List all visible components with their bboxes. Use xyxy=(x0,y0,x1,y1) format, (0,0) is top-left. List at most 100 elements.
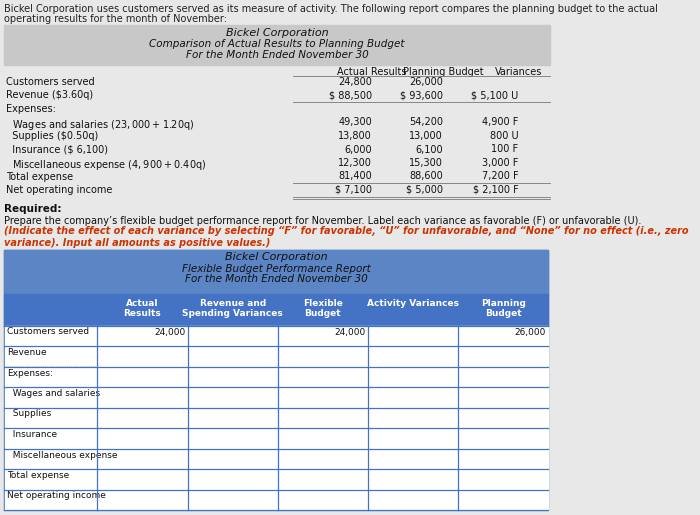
Text: 24,000: 24,000 xyxy=(335,328,365,336)
Bar xyxy=(5,470,97,489)
Text: Budget: Budget xyxy=(304,310,341,318)
Bar xyxy=(5,347,97,366)
Bar xyxy=(98,449,187,469)
Text: 4,900 F: 4,900 F xyxy=(482,117,519,128)
Bar xyxy=(5,326,97,346)
Text: 13,000: 13,000 xyxy=(410,131,443,141)
Bar xyxy=(458,490,548,509)
Bar xyxy=(278,470,368,489)
Text: Expenses:: Expenses: xyxy=(6,104,56,114)
Text: Revenue: Revenue xyxy=(7,348,47,357)
Text: Net operating income: Net operating income xyxy=(7,491,106,501)
Bar xyxy=(5,490,97,509)
Text: 26,000: 26,000 xyxy=(514,328,546,336)
Text: 6,100: 6,100 xyxy=(416,145,443,154)
Bar xyxy=(188,347,277,366)
Bar xyxy=(98,326,187,346)
Text: Prepare the company’s flexible budget performance report for November. Label eac: Prepare the company’s flexible budget pe… xyxy=(4,215,641,226)
Text: 800 U: 800 U xyxy=(490,131,519,141)
Bar xyxy=(458,470,548,489)
Bar xyxy=(278,387,368,407)
Bar xyxy=(4,294,549,325)
Text: Wages and salaries ($23,000 + $1.20q): Wages and salaries ($23,000 + $1.20q) xyxy=(6,117,195,131)
Bar xyxy=(188,428,277,448)
Text: 88,600: 88,600 xyxy=(410,171,443,181)
Bar xyxy=(368,449,458,469)
Text: Revenue and: Revenue and xyxy=(199,299,266,307)
Bar xyxy=(458,367,548,386)
Text: Required:: Required: xyxy=(4,203,62,214)
Bar xyxy=(278,326,368,346)
Text: Flexible Budget Performance Report: Flexible Budget Performance Report xyxy=(182,264,370,273)
Text: Flexible: Flexible xyxy=(303,299,343,307)
Bar xyxy=(368,490,458,509)
Text: 15,300: 15,300 xyxy=(410,158,443,168)
Text: variance). Input all amounts as positive values.): variance). Input all amounts as positive… xyxy=(4,237,270,248)
Bar xyxy=(278,449,368,469)
Text: Bickel Corporation: Bickel Corporation xyxy=(225,28,328,38)
Bar xyxy=(368,367,458,386)
Bar xyxy=(5,387,97,407)
Text: Revenue ($3.60q): Revenue ($3.60q) xyxy=(6,91,94,100)
Text: Supplies ($0.50q): Supplies ($0.50q) xyxy=(6,131,99,141)
Text: Actual Results: Actual Results xyxy=(337,67,407,77)
Text: $ 2,100 F: $ 2,100 F xyxy=(473,185,519,195)
Bar xyxy=(458,326,548,346)
Text: Total expense: Total expense xyxy=(7,471,69,480)
Text: Results: Results xyxy=(124,310,161,318)
Text: $ 7,100: $ 7,100 xyxy=(335,185,372,195)
Text: Expenses:: Expenses: xyxy=(7,369,53,377)
Bar xyxy=(188,367,277,386)
Text: Total expense: Total expense xyxy=(6,171,74,181)
Bar xyxy=(98,490,187,509)
Text: Insurance: Insurance xyxy=(7,430,57,439)
Text: Customers served: Customers served xyxy=(6,77,95,87)
Bar xyxy=(188,408,277,427)
Bar xyxy=(278,347,368,366)
Bar xyxy=(5,367,97,386)
Text: $ 88,500: $ 88,500 xyxy=(329,91,372,100)
Bar xyxy=(458,428,548,448)
Bar xyxy=(98,428,187,448)
Bar xyxy=(458,408,548,427)
Text: 12,300: 12,300 xyxy=(338,158,372,168)
Text: Insurance ($ 6,100): Insurance ($ 6,100) xyxy=(6,145,108,154)
Text: 54,200: 54,200 xyxy=(410,117,443,128)
Text: 100 F: 100 F xyxy=(491,145,519,154)
Bar xyxy=(458,387,548,407)
Text: 13,800: 13,800 xyxy=(338,131,372,141)
Bar xyxy=(188,326,277,346)
Bar xyxy=(188,490,277,509)
Bar xyxy=(98,387,187,407)
Text: Activity Variances: Activity Variances xyxy=(367,299,459,307)
Text: Spending Variances: Spending Variances xyxy=(182,310,283,318)
Text: Actual: Actual xyxy=(126,299,159,307)
Text: 26,000: 26,000 xyxy=(410,77,443,87)
Text: 3,000 F: 3,000 F xyxy=(482,158,519,168)
Text: 81,400: 81,400 xyxy=(338,171,372,181)
Text: 49,300: 49,300 xyxy=(338,117,372,128)
Bar xyxy=(98,408,187,427)
Text: Bickel Corporation uses customers served as its measure of activity. The followi: Bickel Corporation uses customers served… xyxy=(4,4,658,14)
Text: 6,000: 6,000 xyxy=(344,145,372,154)
Bar xyxy=(368,470,458,489)
Bar xyxy=(5,449,97,469)
Text: Wages and salaries: Wages and salaries xyxy=(7,389,100,398)
Text: Miscellaneous expense: Miscellaneous expense xyxy=(7,451,118,459)
Bar xyxy=(188,387,277,407)
Bar xyxy=(278,408,368,427)
Text: Miscellaneous expense ($4,900 + $0.40q): Miscellaneous expense ($4,900 + $0.40q) xyxy=(6,158,206,172)
Text: $ 93,600: $ 93,600 xyxy=(400,91,443,100)
Text: Comparison of Actual Results to Planning Budget: Comparison of Actual Results to Planning… xyxy=(149,39,405,49)
Text: $ 5,000: $ 5,000 xyxy=(406,185,443,195)
Bar xyxy=(458,347,548,366)
Bar xyxy=(368,347,458,366)
Bar xyxy=(98,367,187,386)
Bar xyxy=(458,449,548,469)
Text: 24,000: 24,000 xyxy=(154,328,186,336)
Text: Net operating income: Net operating income xyxy=(6,185,113,195)
Bar xyxy=(188,470,277,489)
Text: 24,800: 24,800 xyxy=(338,77,372,87)
Text: operating results for the month of November:: operating results for the month of Novem… xyxy=(4,14,227,24)
Bar xyxy=(278,367,368,386)
